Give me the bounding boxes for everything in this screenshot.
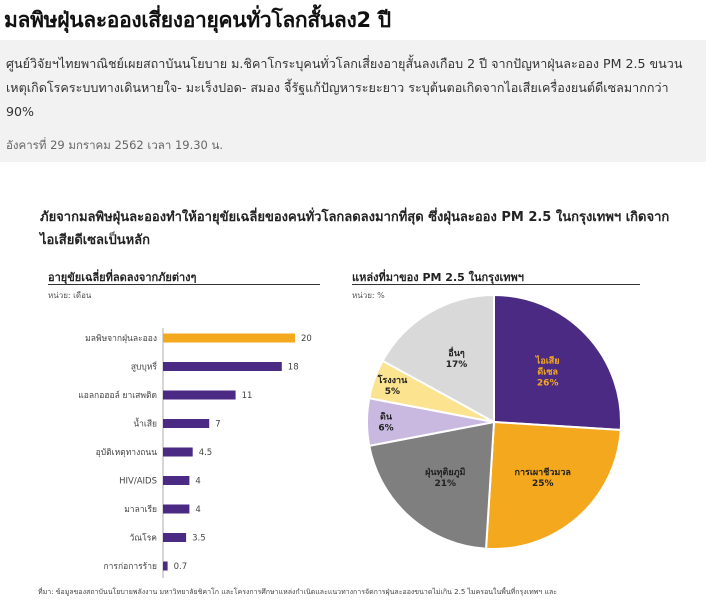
- bar-category-label-6: HIV/AIDS: [119, 477, 157, 487]
- bar-4: [163, 419, 210, 428]
- article-lead-box: ศูนย์วิจัยฯไทยพาณิชย์เผยสถาบันนโยบาย ม.ช…: [0, 40, 706, 162]
- bar-category-label-4: น้ำเสีย: [133, 418, 157, 430]
- bar-9: [163, 561, 168, 571]
- bar-value-label-9: 0.7: [174, 562, 188, 572]
- pie-label-4-2: 6%: [378, 424, 393, 434]
- article-headline: มลพิษฝุ่นละอองเสี่ยงอายุคนทั่วโลกสั้นลง2…: [4, 8, 391, 32]
- infographic-footnote: ที่มา: ข้อมูลของสถาบันนโยบายพลังงาน มหาว…: [38, 588, 558, 596]
- article-dateline: อังคารที่ 29 มกราคม 2562 เวลา 19.30 น.: [6, 138, 224, 152]
- bar-1: [163, 333, 295, 343]
- bar-category-label-5: อุบัติเหตุทางถนน: [96, 448, 158, 458]
- bar-5: [163, 447, 193, 457]
- pie-chart-rule: [352, 284, 640, 285]
- infographic-title: ภัยจากมลพิษฝุ่นละอองทำให้อายุขัยเฉลี่ยขอ…: [40, 210, 670, 248]
- bar-category-label-1: มลพิษจากฝุ่นละออง: [85, 334, 157, 344]
- bar-chart-title: อายุขัยเฉลี่ยที่ลดลงจากภัยต่างๆ: [48, 271, 197, 284]
- pie-label-1-2: ดีเซล: [537, 367, 558, 378]
- bar-category-label-9: การก่อการร้าย: [103, 561, 157, 572]
- bar-category-label-8: วัณโรค: [130, 533, 157, 544]
- bar-value-label-7: 4: [195, 505, 200, 515]
- bar-value-label-5: 4.5: [199, 448, 213, 458]
- bar-chart-rule: [48, 284, 320, 285]
- bar-value-label-4: 7: [215, 420, 220, 430]
- pie-slice-1: [493, 293, 622, 432]
- bar-value-label-1: 20: [301, 334, 312, 344]
- article-lead: ศูนย์วิจัยฯไทยพาณิชย์เผยสถาบันนโยบาย ม.ช…: [6, 56, 683, 119]
- pie-slice-3: [368, 420, 496, 550]
- pie-label-4-1: ดิน: [380, 412, 393, 423]
- pie-label-5-2: 5%: [385, 387, 400, 397]
- pie-label-1-1: ไอเสีย: [535, 355, 560, 367]
- pie-label-2-1: การเผาชีวมวล: [515, 467, 571, 478]
- bar-category-label-7: มาลาเรีย: [124, 504, 157, 515]
- bar-7: [163, 504, 190, 514]
- bar-2: [163, 362, 282, 371]
- pie-label-1-3: 26%: [537, 379, 559, 389]
- pie-slice-2: [484, 420, 622, 550]
- bar-3: [163, 390, 236, 400]
- pie-label-2-2: 25%: [532, 479, 554, 489]
- bar-6: [163, 476, 190, 485]
- pie-label-6-1: อื่นๆ: [448, 346, 465, 359]
- pie-chart-unit: หน่วย: %: [352, 291, 385, 300]
- pie-slice-6: [381, 293, 495, 424]
- bar-category-label-3: แอลกอฮอล์ ยาเสพติด: [78, 390, 157, 401]
- pie-chart-title: แหล่งที่มาของ PM 2.5 ในกรุงเทพฯ: [352, 271, 524, 284]
- infographic-image: ภัยจากมลพิษฝุ่นละอองทำให้อายุขัยเฉลี่ยขอ…: [0, 162, 706, 603]
- charts-canvas: มลพิษจากฝุ่นละออง 20 สูบบุหรี่ 18 แอลกอฮอล์ …: [78, 293, 622, 578]
- bar-chart-unit: หน่วย: เดือน: [48, 291, 92, 300]
- pie-label-6-2: 17%: [446, 360, 468, 370]
- bar-8: [163, 533, 187, 542]
- bar-value-label-2: 18: [288, 363, 299, 373]
- bar-category-label-2: สูบบุหรี่: [131, 361, 158, 373]
- pie-label-3-2: 21%: [435, 479, 457, 489]
- bar-value-label-3: 11: [242, 391, 253, 401]
- bar-value-label-6: 4: [195, 477, 200, 487]
- pie-label-5-1: โรงงาน: [377, 374, 409, 386]
- bar-value-label-8: 3.5: [192, 534, 206, 544]
- pie-label-3-1: ฝุ่นทุติยภูมิ: [425, 467, 465, 478]
- article-header: มลพิษฝุ่นละอองเสี่ยงอายุคนทั่วโลกสั้นลง2…: [0, 0, 706, 40]
